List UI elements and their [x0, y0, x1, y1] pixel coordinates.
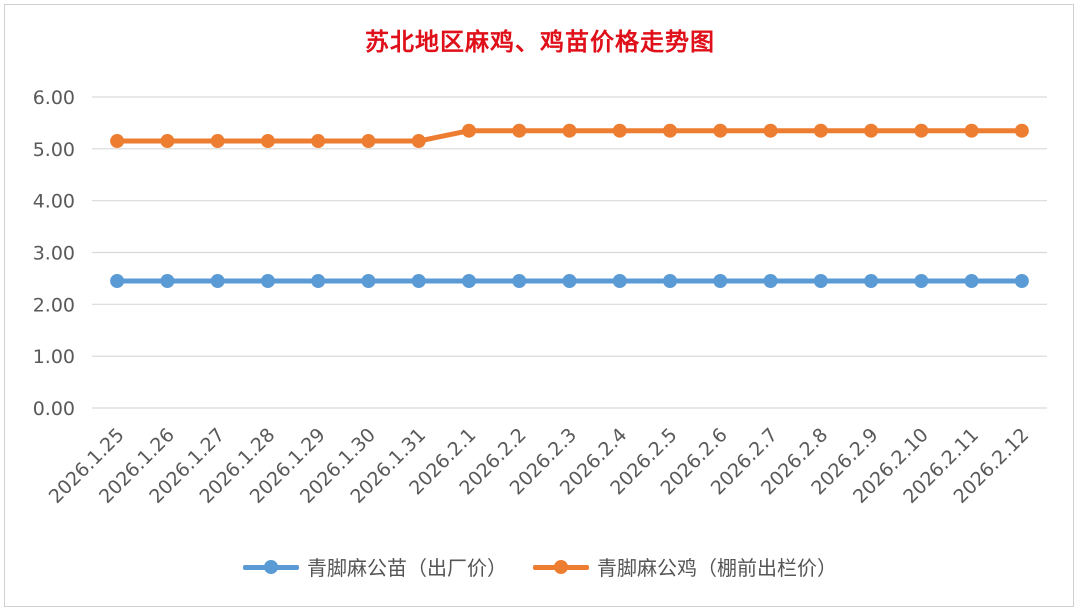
y-tick-label: 4.00 [33, 191, 75, 213]
data-point[interactable] [663, 123, 678, 138]
data-point[interactable] [813, 274, 828, 289]
data-point[interactable] [562, 274, 577, 289]
y-tick-label: 3.00 [33, 243, 75, 265]
data-point[interactable] [361, 274, 376, 289]
data-point[interactable] [713, 274, 728, 289]
legend-dot-0 [264, 559, 278, 574]
data-point[interactable] [260, 274, 275, 289]
data-point[interactable] [763, 123, 778, 138]
data-point[interactable] [311, 134, 326, 149]
series-lines [110, 123, 1029, 289]
data-point[interactable] [864, 123, 879, 138]
y-axis: 0.00 1.00 2.00 3.00 4.00 5.00 6.00 [33, 87, 75, 420]
legend-item-1[interactable]: 青脚麻公鸡（棚前出栏价） [533, 552, 837, 581]
data-point[interactable] [210, 134, 225, 149]
legend-item-0[interactable]: 青脚麻公苗（出厂价） [243, 552, 507, 581]
data-point[interactable] [461, 274, 476, 289]
legend-label-1: 青脚麻公鸡（棚前出栏价） [597, 556, 837, 580]
data-point[interactable] [160, 134, 175, 149]
data-point[interactable] [411, 274, 426, 289]
x-axis: 2026.1.252026.1.262026.1.272026.1.282026… [45, 424, 1034, 508]
y-tick-label: 0.00 [33, 398, 75, 420]
data-point[interactable] [461, 123, 476, 138]
data-point[interactable] [612, 123, 627, 138]
data-point[interactable] [813, 123, 828, 138]
data-point[interactable] [964, 123, 979, 138]
y-tick-label: 2.00 [33, 294, 75, 316]
data-point[interactable] [512, 123, 527, 138]
data-point[interactable] [361, 134, 376, 149]
y-tick-label: 6.00 [33, 87, 75, 109]
legend: 青脚麻公苗（出厂价） 青脚麻公鸡（棚前出栏价） [0, 552, 1080, 581]
legend-marker-0 [243, 559, 299, 574]
data-point[interactable] [562, 123, 577, 138]
y-tick-label: 5.00 [33, 139, 75, 161]
data-point[interactable] [612, 274, 627, 289]
data-point[interactable] [663, 274, 678, 289]
data-point[interactable] [110, 134, 125, 149]
data-point[interactable] [763, 274, 778, 289]
legend-dot-1 [554, 559, 568, 574]
data-point[interactable] [964, 274, 979, 289]
data-point[interactable] [260, 134, 275, 149]
data-point[interactable] [914, 123, 929, 138]
y-tick-label: 1.00 [33, 346, 75, 368]
data-point[interactable] [1014, 123, 1029, 138]
legend-marker-1 [533, 559, 589, 574]
legend-label-0: 青脚麻公苗（出厂价） [307, 556, 507, 580]
chart-title: 苏北地区麻鸡、鸡苗价格走势图 [365, 27, 715, 56]
data-point[interactable] [110, 274, 125, 289]
data-point[interactable] [864, 274, 879, 289]
gridlines [92, 96, 1047, 409]
data-point[interactable] [512, 274, 527, 289]
data-point[interactable] [914, 274, 929, 289]
data-point[interactable] [411, 134, 426, 149]
data-point[interactable] [160, 274, 175, 289]
data-point[interactable] [311, 274, 326, 289]
data-point[interactable] [210, 274, 225, 289]
chart-area [4, 4, 1074, 607]
data-point[interactable] [1014, 274, 1029, 289]
data-point[interactable] [713, 123, 728, 138]
